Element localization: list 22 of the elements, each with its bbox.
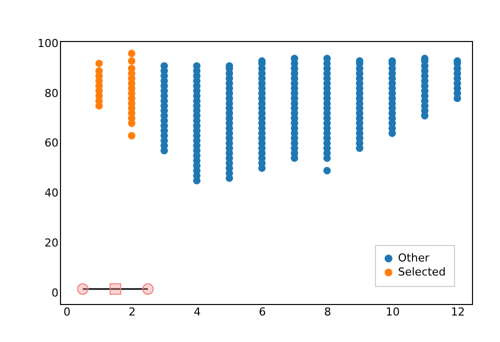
point (95, 60, 103, 68)
point (128, 132, 136, 140)
point (128, 57, 136, 65)
x-tick-label: 6 (258, 306, 266, 318)
point (110, 283, 122, 295)
x-tick-label: 10 (386, 306, 400, 318)
x-tick-label: 12 (450, 306, 465, 318)
y-tick-label: 80 (44, 86, 58, 100)
x-tick-label: 4 (194, 306, 201, 318)
y-tick-label: 100 (38, 36, 58, 50)
point (128, 50, 136, 58)
legend-label: Other (398, 252, 430, 264)
point (77, 283, 89, 295)
y-tick-label: 20 (44, 236, 58, 250)
x-tick-label: 0 (64, 306, 71, 318)
y-tick-label: 40 (44, 186, 58, 200)
y-tick-label: 0 (52, 286, 58, 300)
y-tick-label: 60 (44, 136, 58, 150)
point (142, 283, 154, 295)
x-tick-label: 8 (324, 306, 332, 318)
x-tick-label: 2 (128, 306, 136, 318)
legend-label: Selected (398, 266, 446, 278)
